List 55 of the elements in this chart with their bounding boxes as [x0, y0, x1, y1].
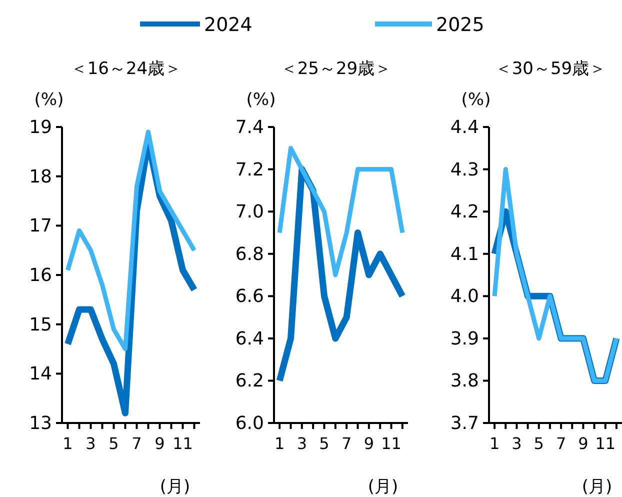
- y-tick-label: 7.2: [235, 159, 264, 180]
- legend-label: 2025: [436, 14, 484, 36]
- y-tick-label: 18: [29, 166, 52, 188]
- x-tick-label: 3: [512, 434, 522, 453]
- x-tick-label: 5: [319, 434, 330, 453]
- x-tick-label: 9: [364, 434, 374, 453]
- y-tick-label: 4.3: [450, 159, 479, 180]
- y-tick-label: 7.4: [235, 117, 264, 138]
- y-tick-label: 6.2: [235, 370, 264, 392]
- line-series: [492, 167, 619, 383]
- x-tick-label: 9: [154, 434, 165, 453]
- y-tick-label: 3.9: [450, 328, 479, 350]
- y-tick-label: 15: [29, 314, 52, 336]
- y-tick-label: 7.0: [235, 202, 264, 223]
- x-tick-label: 1: [489, 434, 500, 453]
- y-tick-label: 6.4: [235, 328, 264, 350]
- x-tick-label: 11: [381, 434, 402, 453]
- y-tick-label: 4.1: [450, 244, 479, 265]
- chart-title: ＜30～59歳＞: [494, 59, 606, 79]
- x-tick-label: 7: [132, 434, 142, 453]
- y-tick-label: 13: [29, 413, 52, 434]
- chart-title: ＜25～29歳＞: [280, 59, 392, 79]
- x-tick-label: 9: [578, 434, 588, 453]
- x-tick-label: 3: [86, 434, 96, 453]
- line-series: [66, 130, 196, 352]
- y-tick-label: 6.8: [235, 244, 264, 265]
- x-tick-label: 1: [274, 434, 285, 453]
- x-tick-label: 3: [296, 434, 308, 453]
- y-tick-label: 3.8: [450, 370, 479, 392]
- y-axis-title: (%): [34, 90, 64, 110]
- y-tick-label: 4.0: [450, 286, 479, 308]
- y-tick-label: 19: [29, 117, 52, 138]
- x-tick-label: 11: [595, 434, 616, 453]
- y-tick-label: 4.2: [450, 202, 479, 223]
- y-tick-label: 4.4: [450, 117, 479, 138]
- y-tick-label: 6.0: [235, 413, 264, 434]
- y-tick-label: 17: [29, 216, 52, 237]
- y-axis-title: (%): [246, 90, 276, 110]
- line-series: [277, 146, 405, 278]
- x-tick-label: 7: [556, 434, 566, 453]
- y-tick-label: 14: [29, 364, 52, 385]
- chart-title: ＜16～24歳＞: [70, 59, 182, 79]
- x-axis-title: (月): [582, 477, 612, 497]
- x-tick-label: 7: [341, 434, 352, 453]
- x-tick-label: 5: [108, 434, 119, 453]
- x-axis-title: (月): [368, 477, 398, 497]
- x-tick-label: 11: [172, 434, 193, 453]
- y-tick-label: 16: [29, 265, 52, 286]
- y-tick-label: 3.7: [450, 413, 479, 434]
- x-axis-title: (月): [160, 477, 190, 497]
- y-tick-label: 6.6: [235, 286, 264, 308]
- x-tick-label: 1: [62, 434, 73, 453]
- x-tick-label: 5: [534, 434, 544, 453]
- y-axis-title: (%): [461, 90, 491, 110]
- legend-label: 2024: [204, 14, 252, 36]
